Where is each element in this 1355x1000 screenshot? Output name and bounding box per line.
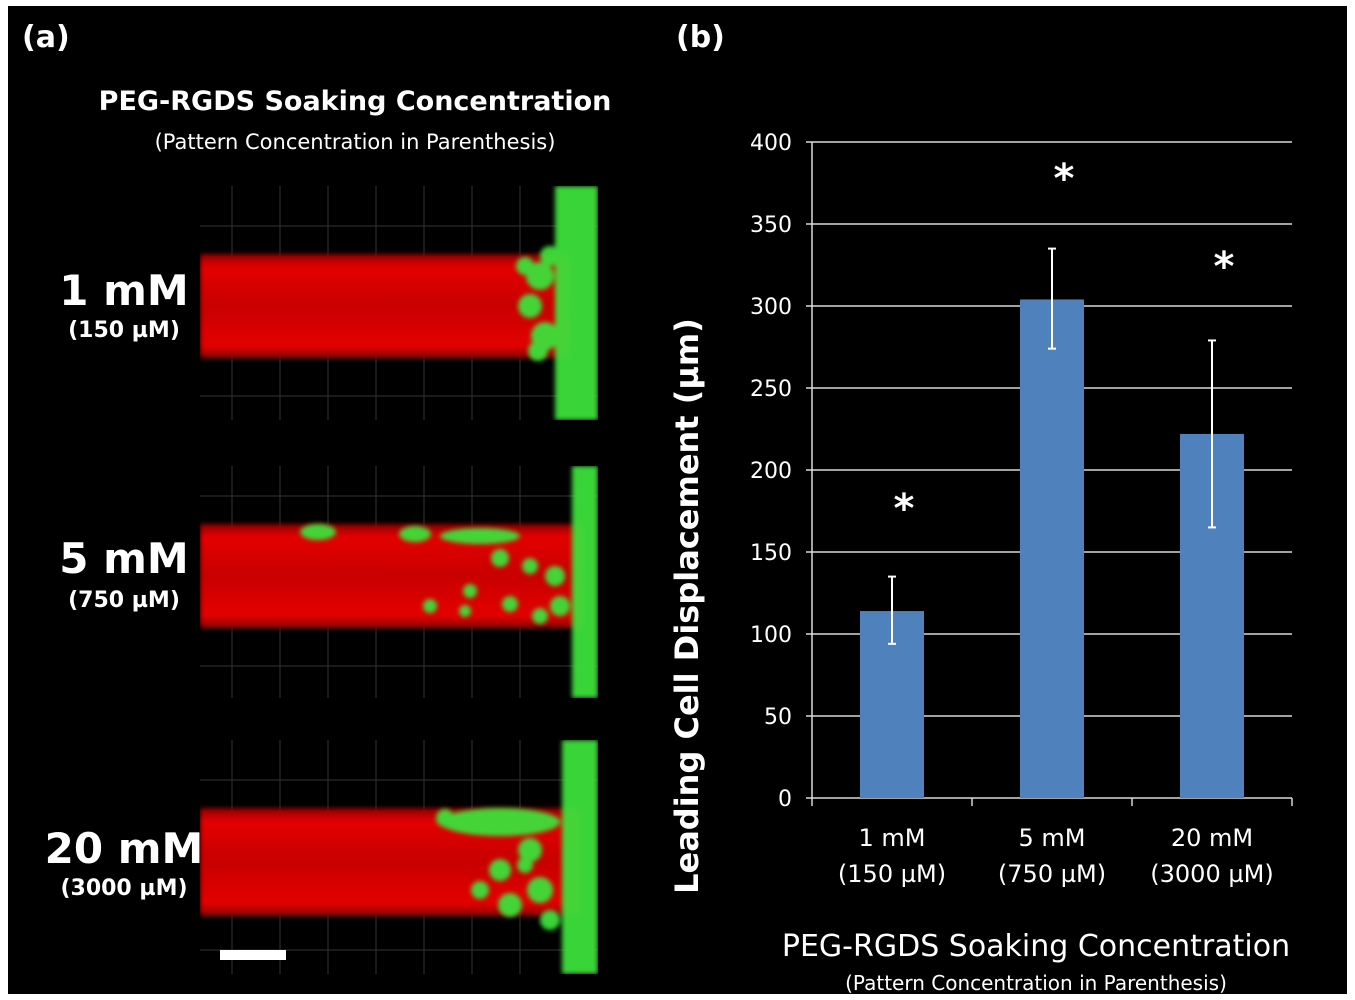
y-tick-label: 50 <box>764 705 792 730</box>
micrograph-20mM <box>200 740 598 974</box>
bar-chart: 0 50 100 150 200 250 300 350 400 * * * 1 mM (150 µM… <box>668 131 1293 995</box>
panel-a-title: PEG-RGDS Soaking Concentration <box>98 86 612 117</box>
significance-star: * <box>1054 156 1075 202</box>
x-tick-sublabel: (3000 µM) <box>1150 860 1273 888</box>
row-3-pattern: (3000 µM) <box>60 876 188 901</box>
micrograph-1mM <box>200 186 598 420</box>
panel-b-label: (b) <box>676 20 725 55</box>
row-1-pattern: (150 µM) <box>68 318 180 343</box>
row-2-concentration: 5 mM <box>59 534 189 583</box>
micrograph-5mM <box>200 466 598 698</box>
y-tick-label: 150 <box>750 541 792 566</box>
y-tick-label: 300 <box>750 295 792 320</box>
bar <box>1020 299 1084 798</box>
scale-bar <box>220 950 286 960</box>
x-axis-label: PEG-RGDS Soaking Concentration <box>782 929 1290 964</box>
y-tick-label: 200 <box>750 459 792 484</box>
x-tick-label: 5 mM <box>1019 824 1086 852</box>
x-tick-label: 20 mM <box>1171 824 1253 852</box>
row-1-concentration: 1 mM <box>59 266 189 315</box>
significance-star: * <box>1214 244 1235 290</box>
panel-a-label: (a) <box>22 20 70 55</box>
x-tick-label: 1 mM <box>859 824 926 852</box>
y-tick-label: 100 <box>750 623 792 648</box>
y-tick-label: 400 <box>750 131 792 156</box>
x-axis-sublabel: (Pattern Concentration in Parenthesis) <box>845 971 1227 995</box>
y-tick-label: 250 <box>750 377 792 402</box>
significance-star: * <box>894 486 915 532</box>
x-tick-sublabel: (150 µM) <box>838 860 946 888</box>
row-2-pattern: (750 µM) <box>68 588 180 613</box>
y-axis-label: Leading Cell Displacement (µm) <box>668 318 706 894</box>
x-tick-sublabel: (750 µM) <box>998 860 1106 888</box>
row-3-concentration: 20 mM <box>44 824 204 873</box>
panel-a-subtitle: (Pattern Concentration in Parenthesis) <box>154 130 556 154</box>
y-tick-label: 0 <box>778 787 792 812</box>
y-tick-label: 350 <box>750 213 792 238</box>
